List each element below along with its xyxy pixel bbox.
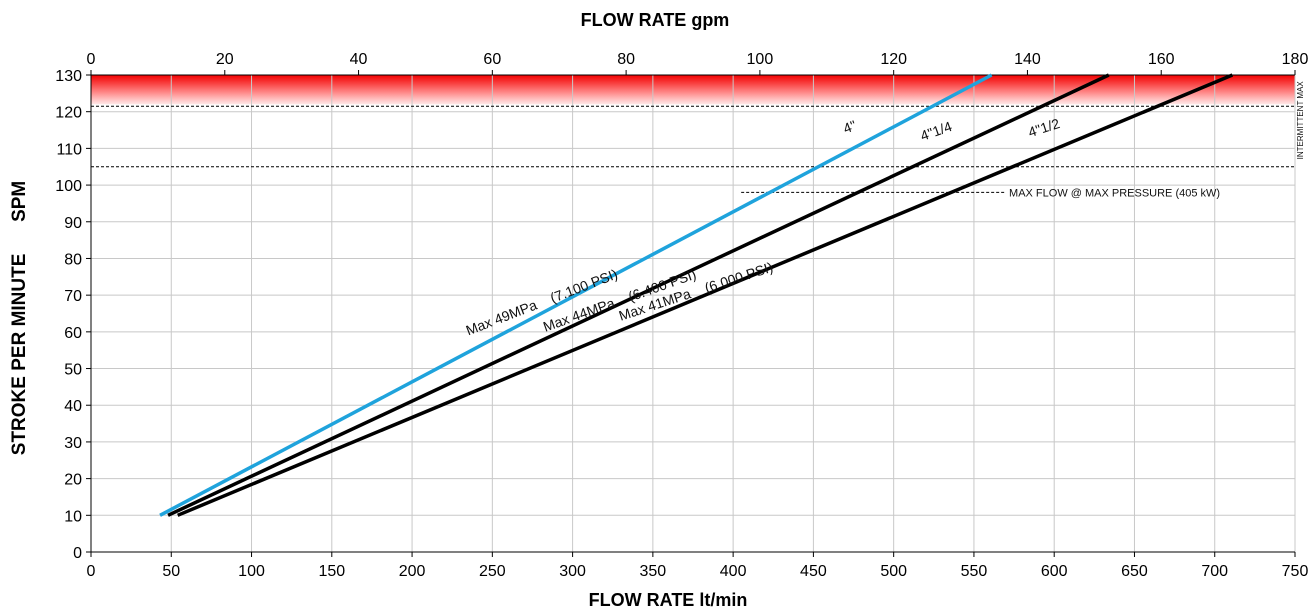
x-axis-top-title: FLOW RATE gpm — [581, 10, 730, 30]
reference-lines-layer: MAX FLOW @ MAX PRESSURE (405 kW) — [91, 105, 1295, 199]
side-label-intermittent: INTERMITTENT — [1296, 101, 1305, 160]
y-tick-label: 110 — [56, 141, 82, 158]
y-tick-label: 60 — [64, 325, 82, 342]
x-bottom-tick-label: 250 — [479, 563, 506, 580]
x-bottom-tick-label: 700 — [1201, 563, 1228, 580]
x-top-tick-label: 100 — [747, 51, 774, 68]
y-tick-label: 120 — [55, 105, 82, 122]
y-tick-label: 90 — [64, 215, 82, 232]
x-top-tick-label: 20 — [216, 51, 234, 68]
x-bottom-tick-label: 350 — [640, 563, 667, 580]
reference-line-label: MAX FLOW @ MAX PRESSURE (405 kW) — [1009, 187, 1220, 199]
x-bottom-tick-label: 200 — [399, 563, 426, 580]
side-label-max: MAX — [1296, 81, 1305, 99]
x-top-tick-label: 40 — [350, 51, 368, 68]
series-line-1 — [159, 73, 993, 517]
y-tick-label: 50 — [64, 362, 82, 379]
x-top-tick-label: 140 — [1014, 51, 1041, 68]
x-top-tick-label: 60 — [483, 51, 501, 68]
x-bottom-tick-label: 150 — [318, 563, 345, 580]
series-layer — [159, 73, 1234, 517]
x-bottom-tick-label: 300 — [559, 563, 586, 580]
x-bottom-tick-label: 400 — [720, 563, 747, 580]
x-bottom-tick-label: 600 — [1041, 563, 1068, 580]
max-band-layer — [91, 75, 1295, 105]
x-bottom-tick-label: 550 — [961, 563, 988, 580]
x-top-tick-label: 120 — [880, 51, 907, 68]
x-axis-bottom-title: FLOW RATE lt/min — [589, 590, 748, 610]
series-label-2: 4"1/4 — [918, 118, 954, 144]
y-tick-label: 80 — [64, 251, 82, 268]
y-tick-label: 130 — [55, 68, 82, 85]
x-bottom-tick-label: 50 — [162, 563, 180, 580]
x-bottom-tick-label: 500 — [880, 563, 907, 580]
series-line-3 — [177, 73, 1234, 517]
grid-layer — [91, 74, 1296, 552]
x-top-tick-label: 180 — [1282, 51, 1309, 68]
y-tick-label: 10 — [64, 508, 82, 525]
series-label-1: 4" — [841, 117, 859, 137]
series-line-2 — [167, 73, 1110, 517]
y-tick-label: 20 — [64, 472, 82, 489]
x-top-tick-label: 80 — [617, 51, 635, 68]
y-tick-label: 40 — [64, 398, 82, 415]
x-bottom-tick-label: 650 — [1121, 563, 1148, 580]
x-bottom-tick-label: 450 — [800, 563, 827, 580]
max-band — [91, 75, 1295, 105]
y-axis-title: STROKE PER MINUTE SPM — [9, 181, 30, 455]
y-tick-label: 30 — [64, 435, 82, 452]
x-bottom-tick-label: 100 — [238, 563, 265, 580]
y-tick-label: 70 — [64, 288, 82, 305]
series-label-3: 4"1/2 — [1026, 115, 1062, 140]
x-top-tick-label: 0 — [87, 51, 96, 68]
axes-layer: 0 50 100 150 200 250 300 350 400 450 500 550 600 650 7… — [55, 51, 1308, 580]
x-bottom-tick-label: 750 — [1282, 563, 1309, 580]
x-top-tick-label: 160 — [1148, 51, 1175, 68]
y-tick-label: 100 — [55, 178, 82, 195]
y-tick-label: 0 — [73, 545, 82, 562]
x-bottom-tick-label: 0 — [87, 563, 96, 580]
